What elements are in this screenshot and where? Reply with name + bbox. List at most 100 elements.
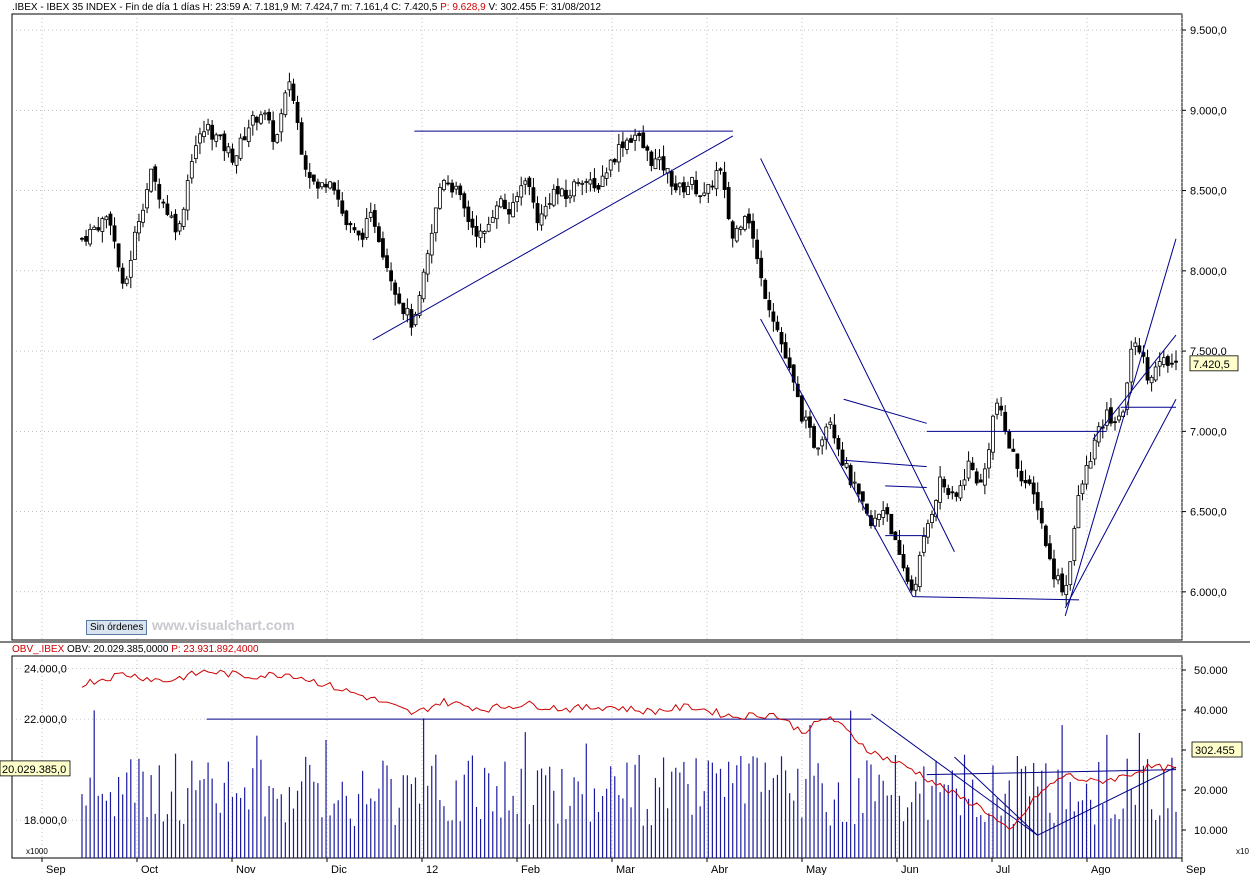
- candle-body: [568, 195, 572, 199]
- candle-body: [1113, 421, 1117, 424]
- candle-body: [421, 271, 426, 300]
- candle-body: [767, 300, 772, 311]
- price-trend-line: [843, 398, 927, 424]
- candle-body: [718, 168, 723, 171]
- candle-body: [315, 181, 320, 189]
- x-tick-label: Mar: [616, 864, 635, 875]
- candle-body: [1117, 415, 1121, 421]
- candle-body: [141, 209, 145, 223]
- obv-y-tick-label: 18.000,0: [24, 815, 67, 827]
- prev-label: P: 9.628,9: [440, 2, 486, 13]
- candle-body: [686, 186, 690, 196]
- candle-body: [690, 177, 694, 185]
- candle-body: [860, 491, 865, 502]
- candle-body: [641, 132, 646, 149]
- candle-body: [958, 485, 963, 499]
- indicator-obv: OBV: 20.029.385,0000: [67, 644, 169, 655]
- candle-body: [926, 523, 930, 538]
- candle-body: [612, 159, 617, 163]
- candle-body: [982, 468, 987, 486]
- candle-body: [897, 540, 902, 555]
- candle-body: [881, 510, 886, 518]
- candle-body: [1080, 483, 1085, 495]
- x-tick-label: 12: [426, 864, 438, 875]
- y-tick-label: 9.500,0: [1190, 25, 1227, 37]
- candle-body: [653, 158, 658, 170]
- candle-body: [210, 124, 215, 140]
- candle-body: [490, 217, 495, 223]
- candle-body: [381, 238, 385, 258]
- candle-body: [950, 491, 955, 494]
- candle-body: [559, 188, 564, 197]
- candle-body: [303, 155, 308, 170]
- y-tick-label: 8.000,0: [1190, 266, 1227, 278]
- candle-body: [96, 227, 101, 231]
- high-label: M: 7.424,7: [291, 2, 339, 13]
- candle-body: [376, 226, 381, 243]
- candle-body: [702, 192, 707, 196]
- candle-body: [291, 83, 296, 101]
- candle-body: [230, 148, 235, 163]
- candle-body: [527, 177, 532, 188]
- candle-body: [539, 213, 544, 226]
- candle-body: [185, 180, 190, 211]
- watermark: www.visualchart.com: [152, 617, 295, 633]
- candle-body: [161, 201, 166, 204]
- candle-body: [393, 282, 398, 295]
- candle-body: [137, 221, 141, 234]
- candle-body: [946, 488, 951, 496]
- vol-unit-label: x10: [1236, 847, 1249, 856]
- volume-bars: [81, 710, 1177, 858]
- candle-body: [673, 183, 678, 191]
- y-tick-label: 7.000,0: [1190, 426, 1227, 438]
- candle-body: [128, 259, 133, 278]
- candle-body: [1003, 411, 1008, 432]
- candle-body: [177, 223, 182, 232]
- candle-body: [1007, 431, 1012, 449]
- candle-body: [763, 279, 768, 299]
- candle-body: [714, 170, 719, 190]
- price-candles: [80, 72, 1178, 606]
- candle-body: [242, 136, 247, 141]
- candle-body: [657, 156, 662, 161]
- candle-body: [1019, 470, 1024, 482]
- candle-body: [909, 579, 914, 591]
- candle-body: [511, 202, 515, 218]
- candle-body: [112, 225, 117, 242]
- x-tick-label: Ago: [1091, 864, 1111, 875]
- candle-body: [226, 146, 231, 154]
- candle-body: [84, 236, 88, 242]
- candle-body: [564, 189, 568, 200]
- candle-body: [616, 144, 621, 163]
- candle-body: [108, 213, 113, 226]
- candle-body: [1064, 584, 1069, 596]
- candle-body: [987, 449, 991, 469]
- candle-body: [938, 476, 943, 503]
- obv-unit-label: x1000: [26, 847, 48, 856]
- candle-body: [360, 232, 365, 240]
- orders-status-badge[interactable]: Sin órdenes: [86, 620, 148, 635]
- candle-body: [1170, 362, 1174, 365]
- candle-body: [962, 479, 967, 486]
- candle-body: [1084, 464, 1089, 485]
- candle-body: [954, 492, 959, 497]
- candle-body: [328, 181, 332, 189]
- candle-body: [275, 134, 280, 143]
- time-label: H: 23:59: [202, 2, 241, 13]
- y-tick-label: 9.000,0: [1190, 105, 1227, 117]
- candle-body: [149, 168, 154, 192]
- candle-body: [783, 342, 788, 359]
- candle-body: [1011, 448, 1016, 452]
- candle-body: [547, 203, 552, 206]
- candle-body: [1076, 495, 1081, 529]
- candle-body: [474, 225, 479, 237]
- candle-body: [214, 134, 219, 142]
- candle-body: [633, 134, 638, 141]
- candle-body: [694, 179, 699, 195]
- last-volume-box: [1191, 741, 1243, 758]
- candle-body: [791, 364, 796, 383]
- candle-body: [1153, 366, 1158, 381]
- x-tick-label: Jul: [996, 864, 1010, 875]
- obv-trend-line: [1037, 766, 1177, 836]
- candle-body: [995, 402, 999, 415]
